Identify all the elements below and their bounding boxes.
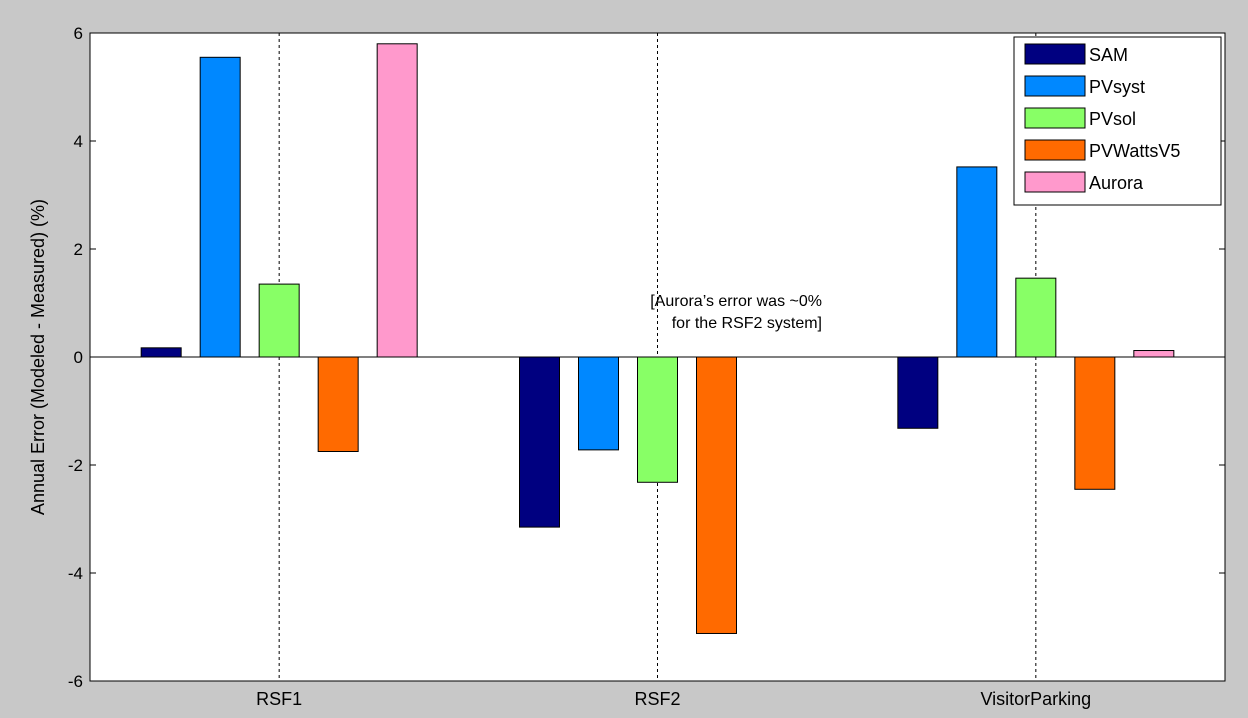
bar-pvwattsv5-rsf1 bbox=[317, 356, 359, 452]
legend-label-sam: SAM bbox=[1089, 45, 1128, 65]
bar-pvsyst-rsf1 bbox=[199, 56, 241, 358]
bar-pvsyst-visitorparking bbox=[956, 166, 998, 358]
bar-aurora-rsf1 bbox=[376, 43, 418, 358]
bar-aurora-visitorparking bbox=[1133, 350, 1175, 358]
legend-swatch-pvsyst bbox=[1024, 75, 1086, 97]
y-tick-label: -2 bbox=[68, 456, 83, 475]
legend: SAM PVsyst PVsol PVWattsV5 Aurora bbox=[1013, 36, 1222, 206]
bar-pvwattsv5-rsf2 bbox=[696, 356, 737, 634]
legend-swatch-sam bbox=[1024, 43, 1086, 65]
bar-sam-rsf2 bbox=[519, 356, 560, 528]
x-tick-label: RSF2 bbox=[634, 689, 680, 709]
bar-sam-rsf1 bbox=[140, 347, 182, 358]
annotation-text: [Aurora’s error was ~0% bbox=[650, 293, 822, 310]
x-tick-label: VisitorParking bbox=[980, 689, 1091, 709]
legend-label-pvsol: PVsol bbox=[1089, 109, 1136, 129]
y-axis-label: Annual Error (Modeled - Measured) (%) bbox=[28, 199, 48, 515]
bar-pvsol-rsf1 bbox=[258, 283, 300, 358]
bar-pvsol-rsf2 bbox=[637, 356, 678, 483]
y-tick-label: -6 bbox=[68, 672, 83, 691]
y-tick-label: -4 bbox=[68, 564, 83, 583]
y-tick-label: 2 bbox=[74, 240, 83, 259]
bar-sam-visitorparking bbox=[897, 356, 939, 429]
bar-pvwattsv5-visitorparking bbox=[1074, 356, 1116, 490]
bar-pvsyst-rsf2 bbox=[578, 356, 619, 451]
x-tick-label: RSF1 bbox=[256, 689, 302, 709]
legend-swatch-pvwattsv5 bbox=[1024, 139, 1086, 161]
legend-swatch-pvsol bbox=[1024, 107, 1086, 129]
y-tick-label: 4 bbox=[74, 132, 83, 151]
legend-swatch-aurora bbox=[1024, 171, 1086, 193]
legend-label-aurora: Aurora bbox=[1089, 173, 1144, 193]
legend-label-pvwattsv5: PVWattsV5 bbox=[1089, 141, 1180, 161]
annotation-text: for the RSF2 system] bbox=[672, 315, 822, 332]
bar-pvsol-visitorparking bbox=[1015, 277, 1057, 358]
y-tick-label: 6 bbox=[74, 24, 83, 43]
y-tick-label: 0 bbox=[74, 348, 83, 367]
legend-label-pvsyst: PVsyst bbox=[1089, 77, 1145, 97]
